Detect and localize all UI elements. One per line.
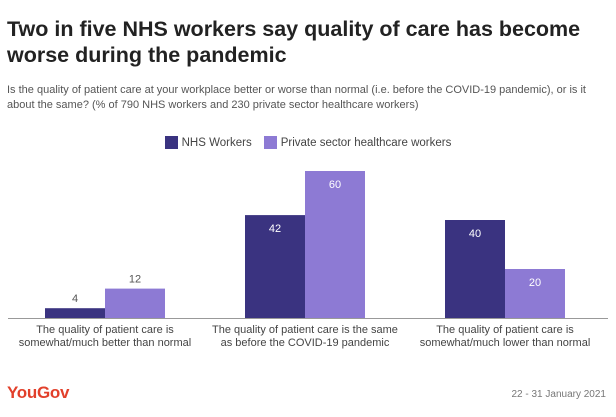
yougov-logo: YouGov — [7, 383, 70, 402]
legend-label-nhs: NHS Workers — [181, 136, 252, 149]
legend-item-nhs: NHS Workers — [164, 136, 252, 149]
bar-private-2 — [505, 269, 565, 318]
value-label-private-0: 12 — [129, 274, 141, 286]
value-label-nhs-1: 42 — [269, 223, 281, 235]
chart-title: Two in five NHS workers say quality of c… — [7, 17, 581, 67]
bar-nhs-0 — [45, 308, 105, 318]
legend-swatch-nhs — [164, 136, 178, 149]
value-label-private-1: 60 — [329, 179, 341, 191]
category-label-better: The quality of patient care is somewhat/… — [18, 324, 192, 349]
legend-item-private: Private sector healthcare workers — [263, 136, 452, 149]
category-label-worse: The quality of patient care is somewhat/… — [419, 324, 591, 349]
value-label-nhs-2: 40 — [469, 228, 481, 240]
value-label-nhs-0: 4 — [72, 293, 78, 305]
bar-private-0 — [105, 288, 165, 318]
bar-private-1 — [305, 171, 365, 318]
bar-nhs-1 — [245, 215, 305, 318]
bar-nhs-2 — [445, 220, 505, 318]
date-range: 22 - 31 January 2021 — [511, 389, 606, 400]
legend-swatch-private — [263, 136, 277, 149]
legend-label-private: Private sector healthcare workers — [280, 136, 452, 149]
value-label-private-2: 20 — [529, 277, 541, 289]
category-label-same: The quality of patient care is the same … — [212, 324, 398, 349]
chart-subtitle: Is the quality of patient care at your w… — [7, 84, 586, 111]
legend: NHS Workers Private sector healthcare wo… — [0, 136, 616, 149]
